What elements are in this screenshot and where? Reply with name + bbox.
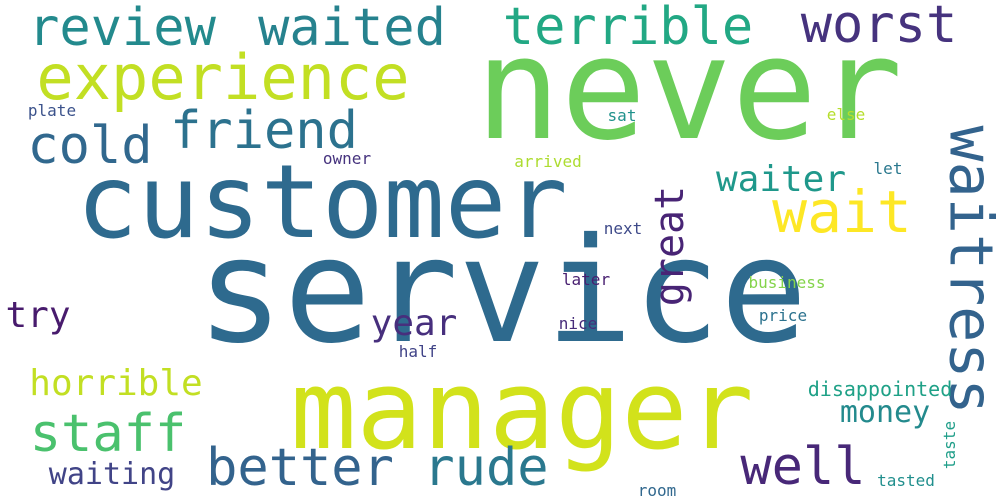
word-nice: nice [558, 314, 598, 333]
word-staff: staff [29, 404, 187, 464]
word-rude: rude [423, 438, 549, 498]
word-better: better [206, 438, 394, 498]
word-else: else [826, 105, 866, 124]
word-waited: waited [258, 0, 446, 58]
word-waitress: waitress [934, 125, 1000, 415]
word-half: half [398, 342, 438, 361]
word-room: room [637, 481, 677, 500]
word-customer: customer [76, 143, 568, 262]
word-service: service [196, 206, 808, 376]
word-year: year [370, 303, 458, 344]
word-well: well [740, 437, 866, 497]
word-waiter: waiter [715, 159, 847, 200]
word-owner: owner [322, 149, 372, 168]
word-arrived: arrived [514, 152, 582, 171]
word-review: review [28, 0, 216, 58]
word-wait: wait [772, 178, 912, 246]
word-terrible: terrible [502, 0, 754, 57]
word-experience: experience [36, 41, 410, 114]
word-price: price [758, 306, 808, 325]
word-horrible: horrible [29, 363, 203, 404]
word-let: let [873, 159, 903, 178]
word-great: great [646, 185, 693, 307]
word-next: next [603, 219, 643, 238]
word-money: money [839, 395, 931, 430]
word-business: business [748, 273, 826, 292]
word-plate: plate [27, 101, 77, 120]
word-taste: taste [939, 420, 959, 470]
word-cold: cold [27, 116, 153, 176]
word-manager: manager [290, 346, 754, 474]
word-try: try [5, 295, 71, 336]
word-later: later [561, 270, 611, 289]
word-sat: sat [607, 106, 637, 125]
word-friend: friend [170, 101, 358, 161]
word-never: never [475, 7, 903, 172]
word-disappointed: disappointed [807, 377, 953, 401]
word-worst: worst [800, 0, 958, 55]
word-waiting: waiting [48, 457, 176, 492]
word-tasted: tasted [877, 471, 935, 490]
